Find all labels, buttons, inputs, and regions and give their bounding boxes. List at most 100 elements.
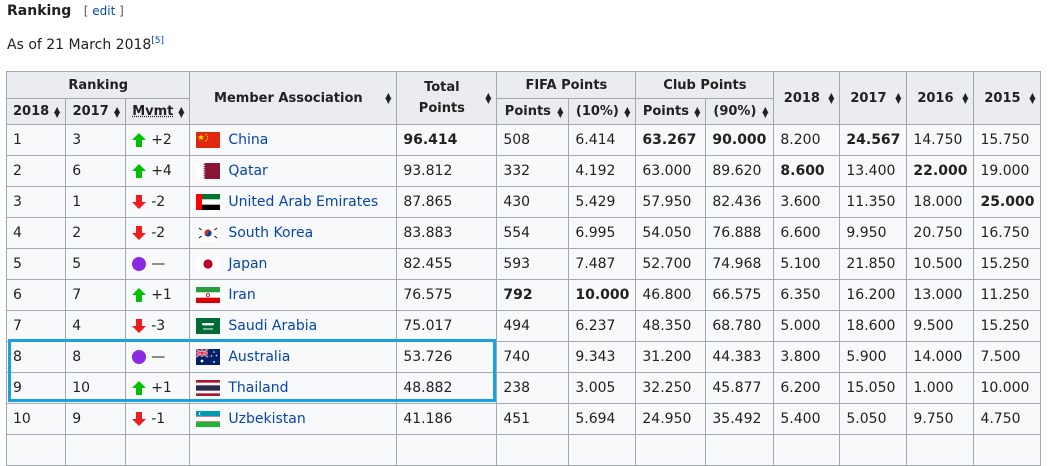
cell-y2018: 6.200	[773, 372, 841, 404]
cell-y2015: 25.000	[973, 186, 1042, 218]
cell-fifa-pts: 740	[496, 341, 570, 373]
header-club-sub-pct[interactable]: (90%) ▲ ▼	[705, 98, 775, 125]
header-year-2017[interactable]: 2017 ▲ ▼	[839, 71, 908, 125]
sort-icon: ▲ ▼	[762, 104, 769, 119]
header-club-sub-points[interactable]: Points ▲ ▼	[635, 98, 707, 125]
sort-icon: ▲ ▼	[895, 91, 902, 105]
cell-r2018: 6	[5, 279, 67, 311]
header-fifa-points: FIFA Points	[496, 71, 637, 99]
header-year-2016-label: 2016	[917, 90, 954, 106]
reference-link[interactable]: [5]	[151, 36, 165, 46]
header-year-2018[interactable]: 2018 ▲ ▼	[773, 71, 841, 125]
header-club-sub-points-label: Points	[642, 104, 689, 119]
header-year-2018-label: 2018	[783, 90, 820, 106]
cell-club-pts	[635, 434, 707, 466]
cell-y2018	[773, 434, 841, 466]
cell-mv: -1	[125, 403, 191, 435]
header-movement[interactable]: Mvmt ▲ ▼	[125, 98, 191, 125]
cell-y2017	[839, 434, 908, 466]
down-arrow-icon	[132, 412, 147, 426]
section-heading: Ranking [ edit ]	[7, 3, 124, 19]
cell-y2018: 8.200	[773, 124, 841, 156]
cell-y2017: 11.350	[839, 186, 908, 218]
movement-value: +2	[151, 132, 172, 148]
cell-r2018: 5	[5, 248, 67, 280]
cell-y2015: 15.250	[973, 248, 1042, 280]
cell-club-pct: 68.780	[705, 310, 775, 342]
down-arrow-icon	[132, 319, 147, 333]
cell-club-pts: 57.950	[635, 186, 707, 218]
header-total-points-label: Total Points	[418, 80, 465, 116]
header-rank-2017-label: 2017	[72, 104, 109, 119]
header-member-association[interactable]: Member Association ▲ ▼	[189, 71, 398, 125]
down-arrow-icon	[132, 226, 147, 240]
cell-fifa-pts: 332	[496, 155, 570, 187]
sort-icon: ▲ ▼	[178, 104, 185, 119]
cell-y2015: 11.250	[973, 279, 1042, 311]
cell-y2017: 15.050	[839, 372, 908, 404]
cell-mv: -2	[125, 217, 191, 249]
country-link[interactable]: Qatar	[228, 163, 268, 179]
cell-r2018: 3	[5, 186, 67, 218]
edit-link[interactable]: edit	[92, 4, 116, 18]
qatar-flag-icon	[196, 163, 221, 179]
country-link[interactable]: Iran	[228, 287, 256, 303]
country-link[interactable]: Japan	[228, 256, 268, 272]
cell-r2017: 4	[65, 310, 127, 342]
cell-club-pts: 54.050	[635, 217, 707, 249]
header-rank-2018[interactable]: 2018 ▲ ▼	[5, 98, 67, 125]
cell-club-pct: 76.888	[705, 217, 775, 249]
cell-y2017: 18.600	[839, 310, 908, 342]
sort-icon: ▲ ▼	[385, 91, 392, 105]
cell-fifa-pct	[568, 434, 637, 466]
header-year-2015[interactable]: 2015 ▲ ▼	[973, 71, 1042, 125]
ranking-table: Ranking Member Association ▲ ▼ Total Point…	[5, 71, 1042, 466]
cell-total: 87.865	[396, 186, 498, 218]
header-year-2016[interactable]: 2016 ▲ ▼	[906, 71, 975, 125]
cell-r2017: 3	[65, 124, 127, 156]
country-link[interactable]: South Korea	[228, 225, 314, 241]
table-row: 8 8 — Australia 53.726 740 9.343 31.200 44.383 3.…	[5, 341, 1042, 373]
cell-y2016: 10.500	[906, 248, 975, 280]
cell-fifa-pts	[496, 434, 570, 466]
cell-r2017: 2	[65, 217, 127, 249]
cell-country: China	[189, 124, 398, 156]
cell-country: Uzbekistan	[189, 403, 398, 435]
country-link[interactable]: Saudi Arabia	[228, 318, 318, 334]
cell-country	[189, 434, 398, 466]
section-title: Ranking	[7, 3, 72, 19]
cell-r2018: 4	[5, 217, 67, 249]
cell-club-pts: 63.000	[635, 155, 707, 187]
cell-y2015: 10.000	[973, 372, 1042, 404]
cell-total: 41.186	[396, 403, 498, 435]
cell-mv: —	[125, 341, 191, 373]
header-fifa-sub-points[interactable]: Points ▲ ▼	[496, 98, 570, 125]
cell-fifa-pct: 6.414	[568, 124, 637, 156]
header-fifa-sub-pct[interactable]: (10%) ▲ ▼	[568, 98, 637, 125]
cell-club-pts: 24.950	[635, 403, 707, 435]
country-link[interactable]: Thailand	[228, 380, 289, 396]
cell-total: 82.455	[396, 248, 498, 280]
header-rank-2017[interactable]: 2017 ▲ ▼	[65, 98, 127, 125]
country-link[interactable]: China	[228, 132, 269, 148]
cell-y2016: 9.750	[906, 403, 975, 435]
cell-fifa-pct: 6.237	[568, 310, 637, 342]
header-total-points[interactable]: Total Points ▲ ▼	[396, 71, 498, 125]
movement-value: -2	[151, 225, 166, 241]
cell-total: 75.017	[396, 310, 498, 342]
cell-y2015: 7.500	[973, 341, 1042, 373]
cell-fifa-pct: 6.995	[568, 217, 637, 249]
table-row: 7 4 -3 Saudi Arabia 75.017 494 6.237 48.350 68.7…	[5, 310, 1042, 342]
cell-y2017: 9.950	[839, 217, 908, 249]
japan-flag-icon	[196, 256, 221, 272]
cell-r2017: 5	[65, 248, 127, 280]
country-link[interactable]: Uzbekistan	[228, 411, 306, 427]
cell-y2016: 14.750	[906, 124, 975, 156]
country-link[interactable]: Australia	[228, 349, 291, 365]
cell-y2016: 1.000	[906, 372, 975, 404]
sort-icon: ▲ ▼	[1029, 91, 1036, 105]
cell-total: 53.726	[396, 341, 498, 373]
country-link[interactable]: United Arab Emirates	[228, 194, 379, 210]
cell-fifa-pct: 10.000	[568, 279, 637, 311]
cell-y2015: 4.750	[973, 403, 1042, 435]
